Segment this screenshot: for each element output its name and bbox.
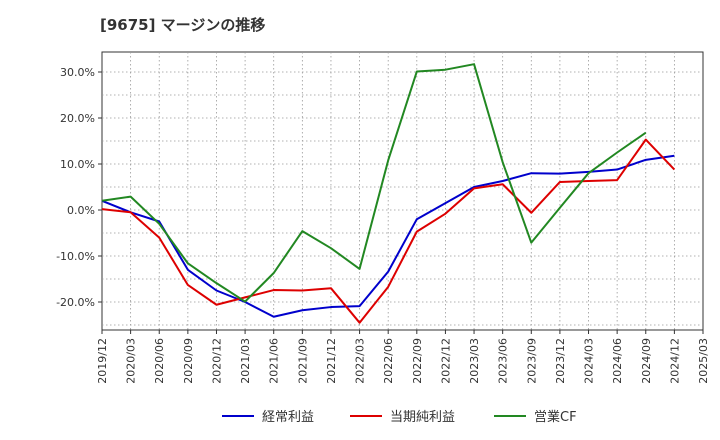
data-point: [101, 200, 103, 202]
data-point: [330, 247, 332, 249]
series-line: [101, 138, 676, 324]
data-point: [215, 304, 217, 306]
x-tick-label: 2024/03: [583, 338, 596, 384]
x-tick-label: 2023/06: [497, 338, 510, 384]
x-tick-label: 2022/03: [354, 338, 367, 384]
data-point: [358, 322, 360, 324]
x-tick-label: 2019/12: [96, 338, 109, 384]
data-point: [616, 168, 618, 170]
data-point: [501, 161, 503, 163]
data-point: [244, 296, 246, 298]
data-point: [416, 70, 418, 72]
data-point: [215, 282, 217, 284]
data-point: [358, 305, 360, 307]
data-point: [559, 207, 561, 209]
data-point: [501, 180, 503, 182]
x-tick-label: 2023/03: [468, 338, 481, 384]
data-point: [187, 269, 189, 271]
series-lines: [101, 63, 676, 324]
x-tick-label: 2023/12: [554, 338, 567, 384]
x-axis-ticks: 2019/12 2020/03 2020/06 2020/09 2020/12 2021/…: [96, 330, 710, 384]
data-point: [101, 208, 103, 210]
data-point: [645, 138, 647, 140]
data-point: [673, 155, 675, 157]
data-point: [559, 172, 561, 174]
data-point: [587, 172, 589, 174]
data-point: [444, 69, 446, 71]
data-point: [559, 181, 561, 183]
x-tick-label: 2021/09: [296, 338, 309, 384]
x-tick-label: 2022/12: [439, 338, 452, 384]
data-point: [444, 212, 446, 214]
data-point: [129, 195, 131, 197]
legend: 経常利益 当期純利益 営業CF: [222, 409, 577, 425]
data-point: [187, 284, 189, 286]
x-tick-label: 2024/06: [611, 338, 624, 384]
data-point: [673, 168, 675, 170]
data-point: [416, 218, 418, 220]
data-point: [129, 211, 131, 213]
data-point: [473, 63, 475, 65]
data-point: [273, 272, 275, 274]
data-point: [158, 223, 160, 225]
x-tick-label: 2023/09: [525, 338, 538, 384]
y-tick-label: 20.0%: [60, 112, 95, 125]
data-point: [330, 306, 332, 308]
y-tick-label: 0.0%: [67, 204, 95, 217]
x-tick-label: 2020/09: [182, 338, 195, 384]
series-line: [101, 154, 675, 318]
data-point: [587, 180, 589, 182]
x-tick-label: 2025/03: [697, 338, 710, 384]
x-tick-label: 2020/06: [153, 338, 166, 384]
data-point: [387, 159, 389, 161]
data-point: [530, 212, 532, 214]
chart-title: [9675] マージンの推移: [100, 16, 265, 34]
data-point: [501, 183, 503, 185]
data-point: [473, 187, 475, 189]
data-point: [387, 286, 389, 288]
data-point: [273, 316, 275, 318]
series-line: [101, 63, 647, 303]
x-tick-label: 2022/09: [411, 338, 424, 384]
data-point: [244, 300, 246, 302]
data-point: [215, 289, 217, 291]
data-point: [616, 151, 618, 153]
data-point: [187, 262, 189, 264]
plot-area: [101, 51, 704, 331]
data-point: [616, 179, 618, 181]
legend-label: 当期純利益: [390, 410, 455, 425]
data-point: [530, 172, 532, 174]
data-point: [387, 270, 389, 272]
data-point: [358, 268, 360, 270]
data-point: [330, 287, 332, 289]
data-point: [158, 236, 160, 238]
y-tick-label: 10.0%: [60, 158, 95, 171]
data-point: [273, 289, 275, 291]
x-tick-label: 2021/12: [325, 338, 338, 384]
data-point: [530, 241, 532, 243]
y-tick-label: -10.0%: [56, 250, 95, 263]
data-point: [301, 309, 303, 311]
y-tick-label: 30.0%: [60, 66, 95, 79]
data-point: [301, 289, 303, 291]
x-tick-label: 2022/06: [382, 338, 395, 384]
x-tick-label: 2020/03: [125, 338, 138, 384]
x-tick-label: 2021/03: [239, 338, 252, 384]
data-point: [645, 159, 647, 161]
data-point: [444, 202, 446, 204]
data-point: [645, 132, 647, 134]
data-point: [301, 230, 303, 232]
y-tick-label: -20.0%: [56, 296, 95, 309]
legend-label: 経常利益: [262, 410, 314, 425]
x-tick-label: 2024/09: [640, 338, 653, 384]
x-tick-label: 2024/12: [668, 338, 681, 384]
x-tick-label: 2021/06: [268, 338, 281, 384]
data-point: [416, 230, 418, 232]
y-axis-ticks: 30.0% 20.0% 10.0% 0.0% -10.0% -20.0%: [56, 66, 102, 309]
legend-label: 営業CF: [534, 409, 577, 425]
x-tick-label: 2020/12: [210, 338, 223, 384]
